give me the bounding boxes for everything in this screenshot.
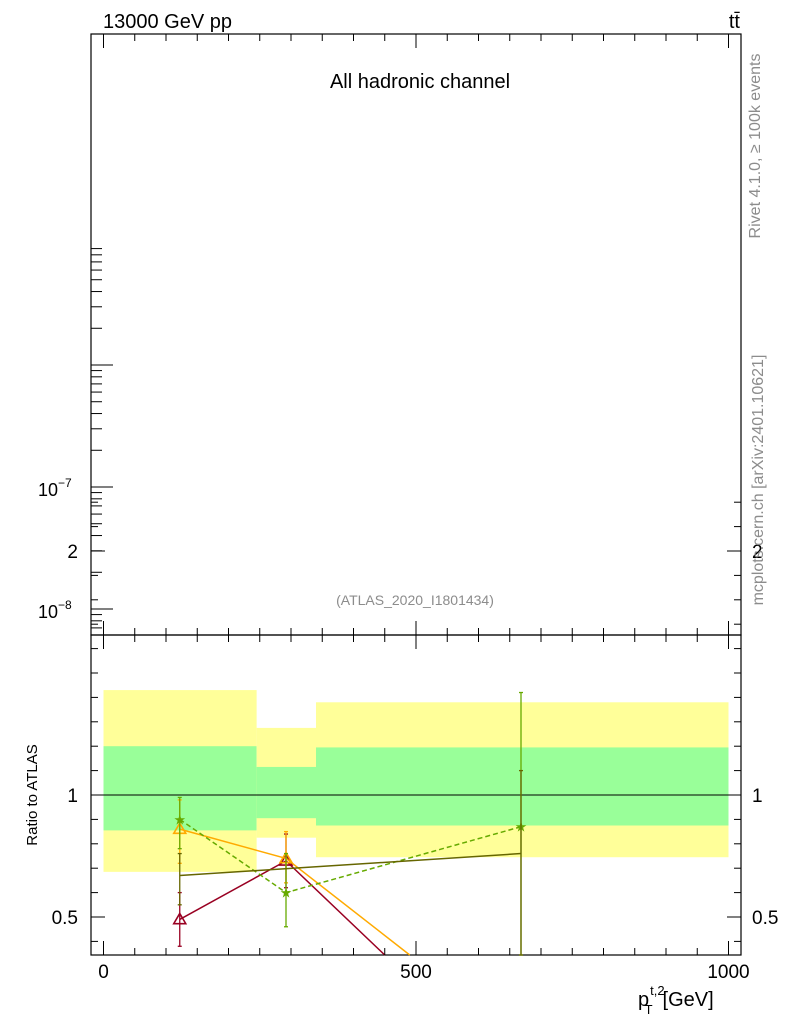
main-panel-frame (90, 33, 742, 636)
xtick-label-1000: 1000 (707, 962, 749, 983)
source-label: mcplots.cern.ch [arXiv:2401.10621] (750, 355, 767, 606)
xtick-label-500: 500 (400, 962, 432, 983)
x-axis-title: pt,2 T [GeV] (638, 983, 714, 1017)
band-inner-2 (316, 747, 729, 826)
main-ytick-label-1e-7: 10−7 (38, 476, 72, 500)
mc-series: ★★★ (172, 691, 527, 956)
series-0-line (179, 859, 386, 956)
energy-label: 13000 GeV pp (103, 11, 232, 33)
analysis-label: (ATLAS_2020_I1801434) (336, 592, 494, 608)
series-2-marker-1: ★ (280, 885, 293, 901)
ytick-label-left-1: 1 (67, 786, 78, 807)
axis-ticks: 0 500 1000 0.5 0.5 1 1 2 2 (52, 34, 778, 983)
series-0-marker-0 (172, 911, 188, 925)
ytick-label-right-2: 2 (752, 542, 763, 563)
channel-label: All hadronic channel (330, 71, 510, 93)
rivet-label: Rivet 4.1.0, ≥ 100k events (747, 54, 764, 239)
ytick-label-right-1: 1 (752, 786, 763, 807)
process-label: tt̄ (729, 11, 741, 33)
series-3-line (179, 852, 522, 877)
ytick-label-right-0.5: 0.5 (752, 908, 778, 929)
main-ytick-label-1e-8: 10−8 (38, 598, 72, 622)
xtick-label-0: 0 (98, 962, 109, 983)
ytick-label-left-2: 2 (67, 542, 78, 563)
band-inner-1 (256, 766, 316, 819)
ratio-ylabel: Ratio to ATLAS (24, 744, 41, 845)
uncertainty-bands (103, 690, 729, 872)
series-2-marker-0: ★ (173, 811, 186, 827)
ytick-label-left-0.5: 0.5 (52, 908, 78, 929)
